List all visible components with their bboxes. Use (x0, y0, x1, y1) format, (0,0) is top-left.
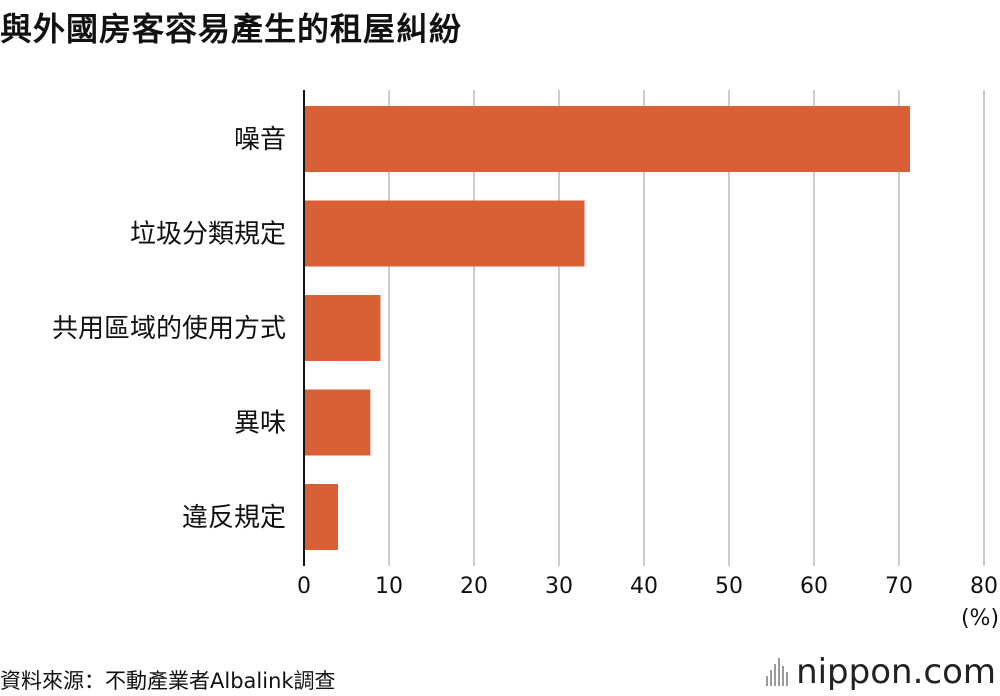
source-note: 資料來源：不動產業者Albalink調查 (0, 669, 336, 693)
brand-logo: nippon.com (766, 652, 996, 692)
x-tick-label: 50 (715, 574, 743, 599)
category-label: 異味 (234, 409, 286, 439)
x-tick-label: 30 (545, 574, 573, 599)
x-tick-label: 10 (375, 574, 403, 599)
x-unit-label: (%) (961, 606, 999, 631)
bar (304, 484, 338, 550)
x-tick-label: 20 (460, 574, 488, 599)
x-tick-label: 70 (885, 574, 913, 599)
category-label: 共用區域的使用方式 (52, 314, 286, 344)
x-tick-label: 60 (800, 574, 828, 599)
x-tick-label: 0 (297, 574, 311, 599)
x-tick-label: 40 (630, 574, 658, 599)
chart-title: 與外國房客容易產生的租屋糾紛 (0, 10, 463, 48)
brand-bars-icon (766, 658, 789, 686)
bar (304, 200, 585, 267)
bars (304, 106, 911, 550)
x-tick-label: 80 (970, 574, 998, 599)
bar (304, 389, 371, 456)
category-label: 噪音 (234, 125, 286, 155)
category-label: 垃圾分類規定 (130, 220, 286, 250)
bar (304, 106, 911, 172)
bar (304, 295, 381, 361)
category-label: 違反規定 (182, 503, 286, 533)
tick-labels: 0 10 20 30 40 50 60 70 80 (%) (297, 574, 999, 631)
brand-name: nippon.com (796, 652, 996, 692)
